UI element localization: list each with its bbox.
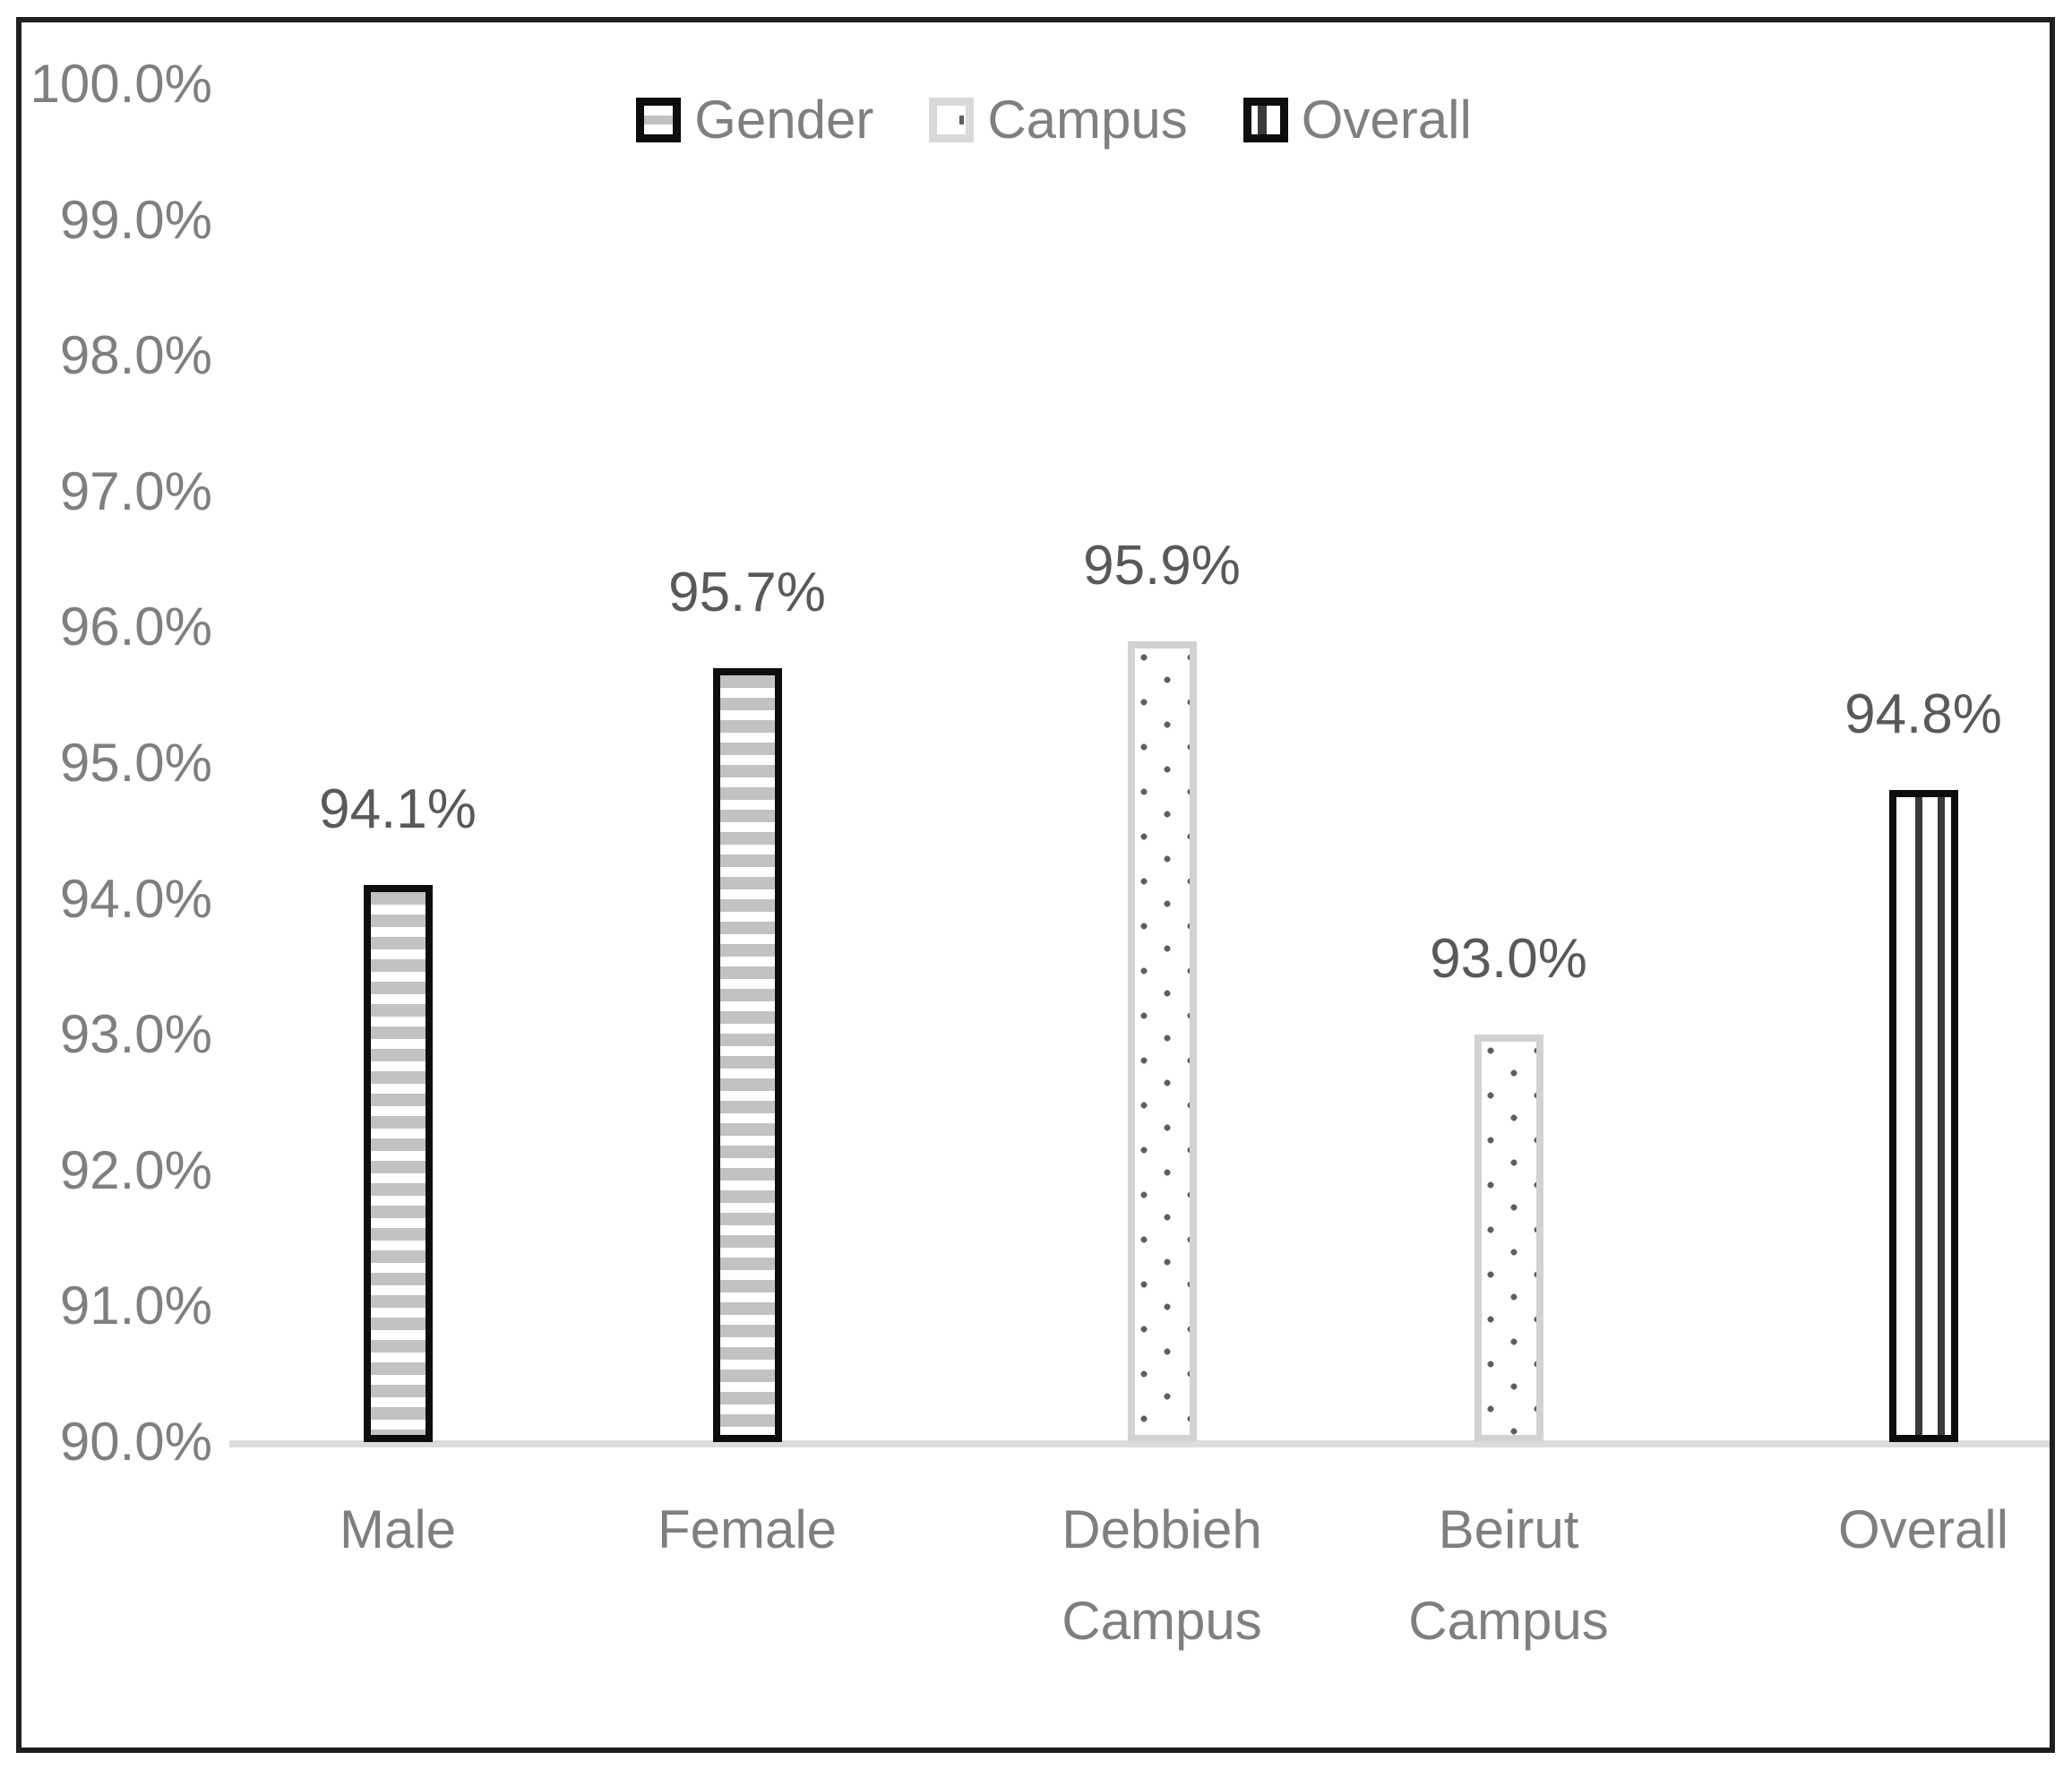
bar-beirut-campus [1474,1035,1543,1442]
y-axis-tick-label: 95.0% [59,733,212,793]
y-axis-tick-label: 93.0% [59,1004,212,1065]
legend-item-overall: Overall [1242,90,1472,150]
y-axis-tick-label: 94.0% [59,868,212,929]
y-axis-tick-label: 90.0% [59,1412,212,1472]
x-axis-category-label: Beirut Campus [1408,1499,1609,1651]
bar-value-label: 95.7% [668,561,826,623]
overall-pattern-swatch-icon [1242,98,1288,142]
x-axis-category-label: Female [657,1499,838,1559]
x-axis-line [229,1440,2050,1447]
dot-pattern-mark [959,116,965,125]
y-axis-tick-label: 97.0% [59,460,212,521]
bar-value-label: 94.1% [319,778,477,841]
x-axis-category-label: Overall [1837,1499,2009,1559]
legend-item-label: Overall [1301,90,1472,150]
legend-item-label: Gender [694,90,874,150]
bar-value-label: 93.0% [1430,928,1587,991]
bar-female [712,667,782,1442]
bar-male [363,885,433,1442]
x-axis-category-label: Debbieh Campus [1062,1499,1262,1651]
legend-item-gender: Gender [636,93,873,147]
bar-debbieh-campus [1127,640,1197,1442]
y-axis-tick-label: 100.0% [30,54,213,114]
y-axis-tick-label: 92.0% [59,1139,212,1200]
bar-value-label: 94.8% [1844,683,2002,746]
bar-value-label: 95.9% [1083,534,1241,597]
legend: Gender Campus Overall [18,93,2072,147]
campus-pattern-swatch-icon [929,98,975,142]
legend-item-campus: Campus [929,90,1188,150]
y-axis-tick-label: 98.0% [59,325,212,386]
legend-item-label: Campus [987,90,1188,150]
y-axis-tick-label: 96.0% [59,597,212,657]
x-axis-category-label: Male [339,1499,457,1559]
chart-frame [16,17,2055,1753]
bar-overall [1888,790,1958,1442]
y-axis-tick-label: 91.0% [59,1275,212,1336]
gender-pattern-swatch-icon [636,98,682,142]
y-axis-tick-label: 99.0% [59,189,212,250]
